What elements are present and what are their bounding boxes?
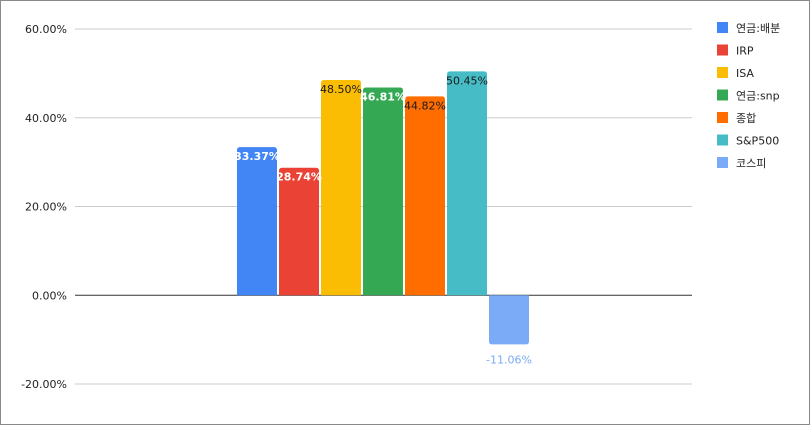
bar-1[interactable] [279, 167, 319, 296]
data-label: 48.50% [320, 83, 362, 96]
legend-swatch [717, 44, 728, 56]
bar-5[interactable] [447, 71, 487, 296]
legend-swatch [717, 89, 728, 101]
legend-swatch [717, 134, 728, 146]
bars [237, 71, 529, 345]
data-label: 33.37% [234, 150, 280, 163]
legend-item[interactable]: 연금:배분 [717, 22, 780, 35]
y-tick-label: -20.00% [21, 378, 67, 391]
data-label: -11.06% [486, 353, 532, 366]
legend-label: ISA [736, 67, 754, 80]
legend-label: IRP [736, 45, 754, 58]
y-axis-ticks: 60.00% 40.00% 20.00% 0.00% -20.00% [21, 23, 67, 391]
data-label: 28.74% [276, 171, 322, 184]
legend-swatch [717, 22, 728, 33]
data-label: 46.81% [360, 91, 406, 104]
legend-item[interactable]: ISA [717, 67, 754, 80]
bar-2[interactable] [321, 80, 361, 296]
legend-item[interactable]: S&P500 [717, 134, 779, 148]
legend-label: 종합 [736, 112, 756, 125]
legend-item[interactable]: IRP [717, 44, 754, 58]
y-tick-label: 0.00% [32, 289, 67, 302]
legend-item[interactable]: 코스피 [717, 157, 766, 170]
data-labels: 33.37% 28.74% 48.50%46.81%44.82%50.45% -11.… [234, 74, 532, 366]
legend-swatch [717, 67, 728, 78]
y-tick-label: 20.00% [25, 201, 67, 214]
y-tick-label: 40.00% [25, 112, 67, 125]
legend-item[interactable]: 연금:snp [717, 89, 780, 103]
legend-swatch [717, 157, 728, 168]
legend-label: S&P500 [736, 135, 779, 148]
legend[interactable]: 연금:배분 IRP ISA 연금:snp 종합 S&P500 코스피 [717, 22, 780, 170]
bar-0[interactable] [237, 147, 277, 296]
legend-label: 연금:snp [736, 90, 780, 103]
y-tick-label: 60.00% [25, 23, 67, 36]
data-label: 44.82% [404, 99, 446, 112]
data-label: 50.45% [446, 74, 488, 87]
legend-swatch [717, 112, 728, 123]
bar-6[interactable] [489, 295, 529, 345]
bar-4[interactable] [405, 96, 445, 296]
legend-label: 연금:배분 [736, 22, 780, 35]
legend-label: 코스피 [736, 157, 766, 170]
bar-3[interactable] [363, 87, 403, 296]
legend-item[interactable]: 종합 [717, 112, 756, 125]
